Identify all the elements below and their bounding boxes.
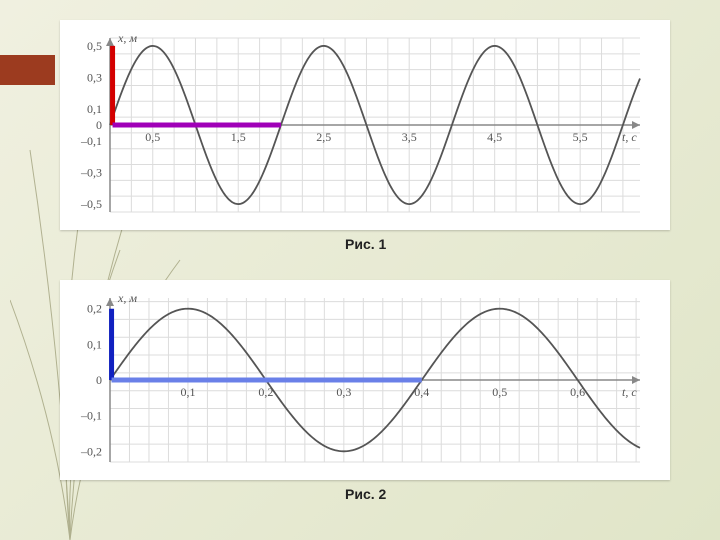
chart-2-caption: Рис. 2 bbox=[345, 486, 386, 502]
svg-text:0,1: 0,1 bbox=[87, 337, 102, 351]
svg-text:t, с: t, с bbox=[622, 385, 637, 399]
svg-text:4,5: 4,5 bbox=[487, 130, 502, 144]
svg-text:–0,1: –0,1 bbox=[80, 409, 102, 423]
svg-text:–0,1: –0,1 bbox=[80, 134, 102, 148]
svg-text:0,5: 0,5 bbox=[87, 39, 102, 53]
svg-text:x, м: x, м bbox=[117, 291, 137, 305]
svg-text:0,1: 0,1 bbox=[87, 102, 102, 116]
svg-text:0,5: 0,5 bbox=[145, 130, 160, 144]
svg-text:–0,3: –0,3 bbox=[80, 165, 102, 179]
chart-1-panel: 0,5 1,5 2,5 3,5 4,5 5,5 –0,5 –0,3 –0,1 0 0,1 0,3 0,5… bbox=[60, 20, 670, 230]
svg-text:x, м: x, м bbox=[117, 31, 137, 45]
accent-bar bbox=[0, 55, 55, 85]
chart-1-caption: Рис. 1 bbox=[345, 236, 386, 252]
svg-text:0,3: 0,3 bbox=[87, 71, 102, 85]
svg-text:0,2: 0,2 bbox=[87, 302, 102, 316]
chart-2: 0,10,20,30,40,50,6–0,2–0,100,10,2x, мt, … bbox=[60, 280, 670, 480]
svg-text:–0,5: –0,5 bbox=[80, 197, 102, 211]
svg-text:3,5: 3,5 bbox=[402, 130, 417, 144]
svg-text:0: 0 bbox=[96, 373, 102, 387]
svg-text:5,5: 5,5 bbox=[573, 130, 588, 144]
svg-text:–0,2: –0,2 bbox=[80, 444, 102, 458]
svg-text:1,5: 1,5 bbox=[231, 130, 246, 144]
chart-2-panel: 0,10,20,30,40,50,6–0,2–0,100,10,2x, мt, … bbox=[60, 280, 670, 480]
svg-text:0,1: 0,1 bbox=[180, 385, 195, 399]
chart-1: 0,5 1,5 2,5 3,5 4,5 5,5 –0,5 –0,3 –0,1 0 0,1 0,3 0,5… bbox=[60, 20, 670, 230]
svg-text:0,5: 0,5 bbox=[492, 385, 507, 399]
svg-text:0: 0 bbox=[96, 118, 102, 132]
svg-text:0,3: 0,3 bbox=[336, 385, 351, 399]
svg-text:2,5: 2,5 bbox=[316, 130, 331, 144]
svg-text:t, с: t, с bbox=[622, 130, 637, 144]
